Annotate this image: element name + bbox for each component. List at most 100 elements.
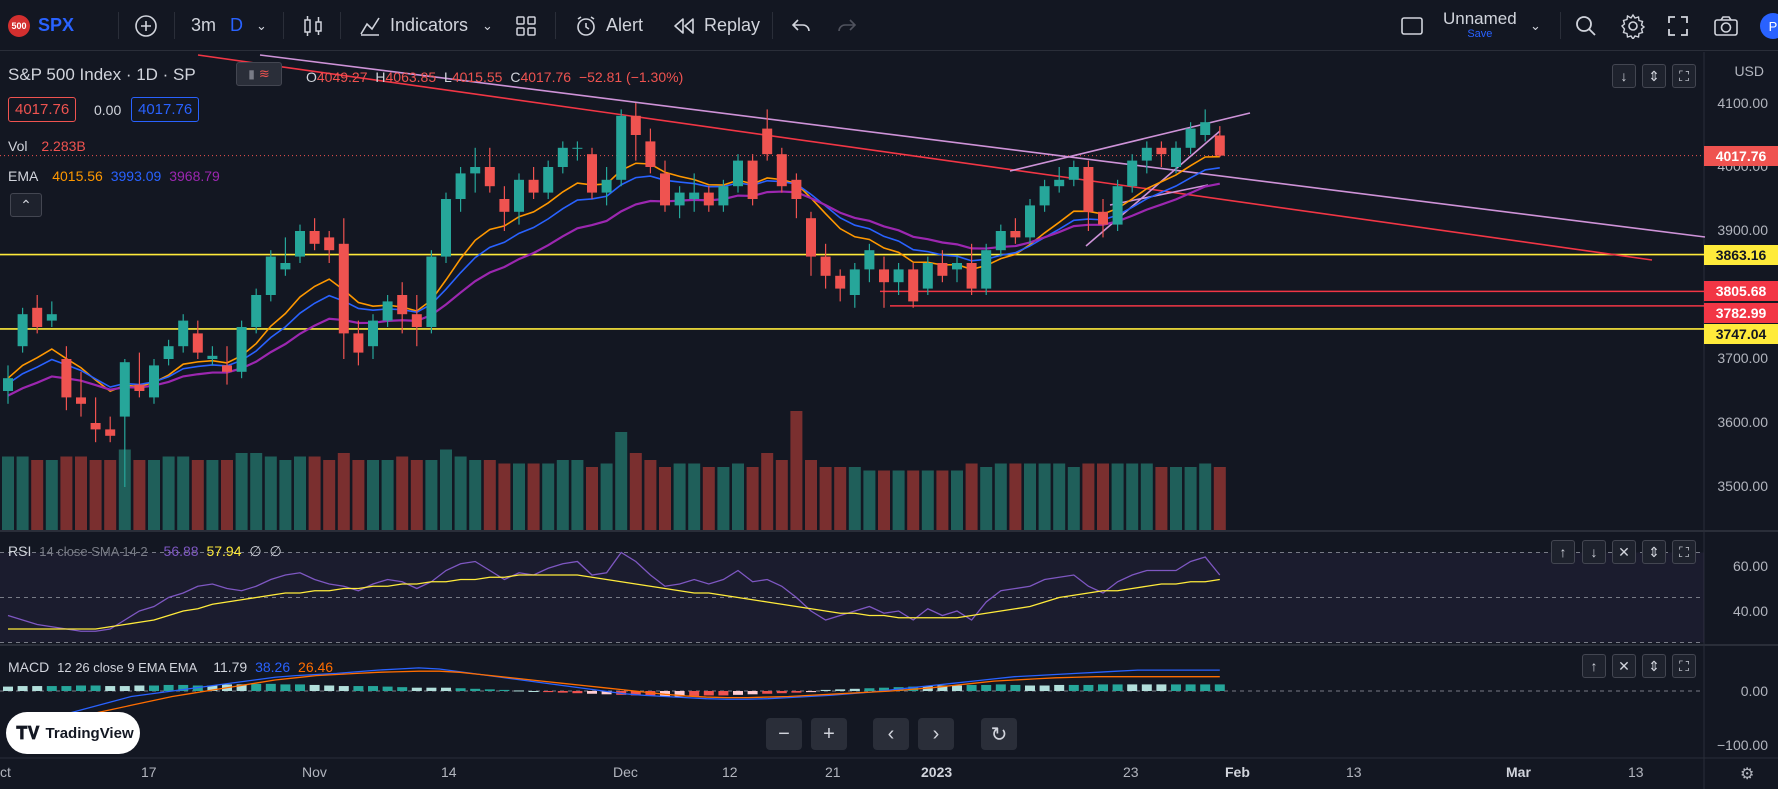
layout-select-checkbox[interactable] [1400, 0, 1424, 51]
macd-move-up-button[interactable]: ↑ [1582, 654, 1606, 678]
alarm-clock-icon [577, 15, 595, 36]
close-label: C [510, 69, 521, 85]
macd-histogram-bar [747, 691, 758, 695]
gear-icon: ⚙ [1740, 766, 1755, 783]
open-label: O [306, 69, 317, 85]
fullscreen-button[interactable] [1667, 0, 1689, 51]
macd-maximize-button[interactable]: ⛶ [1672, 654, 1696, 678]
macd-signal-value: 26.46 [298, 659, 334, 675]
candle-body [1127, 160, 1138, 187]
volume-bar [1213, 467, 1226, 530]
replay-label: Replay [704, 15, 761, 35]
chevron-right-icon: › [932, 722, 940, 745]
macd-histogram-bar [733, 691, 743, 695]
rsi-extra-1: ∅ [249, 543, 262, 559]
ema-legend[interactable]: EMA 4015.56 3993.09 3968.79 [8, 168, 224, 184]
chart-type-button[interactable] [302, 0, 324, 51]
candle-body [514, 179, 524, 212]
candle-body [674, 192, 685, 206]
macd-histogram-bar [718, 691, 729, 696]
rsi-sma-value: 57.94 [206, 543, 242, 559]
zoom-in-button[interactable]: + [811, 718, 847, 750]
chart-canvas[interactable] [0, 52, 1778, 789]
time-axis-settings-button[interactable]: ⚙ [1740, 764, 1754, 784]
settings-button[interactable] [1620, 0, 1646, 51]
candle-body [806, 218, 816, 257]
symbol-search-button[interactable]: 500 SPX [8, 0, 74, 51]
redo-button[interactable] [836, 0, 858, 51]
bid-price-box[interactable]: 4017.76 [8, 97, 77, 122]
scroll-right-button[interactable]: › [918, 718, 954, 750]
candle-body [747, 160, 758, 199]
volume-bar [483, 460, 496, 530]
pane-maximize-button[interactable]: ⛶ [1672, 64, 1696, 88]
volume-legend[interactable]: Vol 2.283B [8, 138, 90, 154]
reset-chart-button[interactable]: ↻ [981, 718, 1017, 750]
time-label: 12 [722, 764, 738, 780]
candle-body [455, 173, 466, 199]
legend-collapse-button[interactable]: ⌃ [10, 193, 42, 217]
layouts-button[interactable] [515, 0, 537, 51]
toolbar-divider [174, 12, 175, 39]
price-tick: 3900.00 [1717, 222, 1768, 238]
user-avatar[interactable]: P [1760, 13, 1778, 39]
indicators-icon [360, 17, 380, 36]
volume-bar [104, 460, 117, 530]
pane-move-down-button[interactable]: ↓ [1612, 64, 1636, 88]
macd-close-button[interactable]: ✕ [1612, 654, 1636, 678]
volume-bar [936, 470, 949, 530]
macd-histogram-bar [514, 690, 524, 692]
square-icon [1401, 16, 1423, 35]
macd-histogram-bar [119, 686, 130, 691]
macd-histogram-bar [689, 691, 700, 696]
macd-histogram-bar [32, 686, 43, 691]
volume-bar [221, 460, 233, 530]
chevron-down-icon: ⌄ [482, 17, 493, 33]
macd-histogram-bar [1156, 684, 1167, 691]
layout-name-button[interactable]: Unnamed Save [1443, 0, 1517, 51]
interval-chevron-button[interactable]: ⌄ [256, 0, 267, 51]
layout-menu-chevron[interactable]: ⌄ [1530, 0, 1541, 51]
macd-histogram-bar [1185, 684, 1196, 691]
candle-body [1025, 205, 1035, 238]
price-tick: 4100.00 [1717, 95, 1768, 111]
rsi-move-down-button[interactable]: ↓ [1582, 540, 1606, 564]
candle-body [309, 231, 320, 244]
macd-histogram-bar [1127, 684, 1138, 691]
indicators-button[interactable]: Indicators ⌄ [358, 0, 493, 51]
replay-button[interactable]: Replay [672, 0, 760, 51]
volume-bar [1184, 467, 1197, 530]
candle-body [630, 115, 641, 135]
currency-label[interactable]: USD [1734, 63, 1764, 79]
rsi-collapse-button[interactable]: ⇕ [1642, 540, 1666, 564]
symbol-title[interactable]: S&P 500 Index · 1D · SP [8, 65, 196, 84]
arrow-down-icon: ↓ [1590, 544, 1598, 560]
rsi-move-up-button[interactable]: ↑ [1551, 540, 1575, 564]
rsi-legend[interactable]: RSI 14 close SMA 14 2 56.88 57.94 ∅ ∅ [8, 543, 286, 560]
interval-dropdown[interactable]: 3m [191, 0, 216, 51]
zoom-out-button[interactable]: − [766, 718, 802, 750]
ask-price-box[interactable]: 4017.76 [131, 97, 200, 122]
pane-collapse-button[interactable]: ⇕ [1642, 64, 1666, 88]
change-value: −52.81 (−1.30%) [578, 69, 684, 85]
alert-button[interactable]: Alert [574, 0, 643, 51]
volume-bar [775, 460, 788, 530]
macd-histogram-bar [338, 686, 349, 691]
market-status-button[interactable]: ▮ ≋ [236, 62, 282, 86]
snapshot-button[interactable] [1713, 0, 1739, 51]
macd-collapse-button[interactable]: ⇕ [1642, 654, 1666, 678]
macd-histogram-bar [470, 688, 481, 691]
macd-histogram-bar [149, 685, 159, 691]
volume-bar [1111, 463, 1124, 530]
macd-legend[interactable]: MACD 12 26 close 9 EMA EMA 11.79 38.26 2… [8, 659, 337, 675]
undo-button[interactable] [790, 0, 812, 51]
tradingview-logo[interactable]: 𝐓𝐕 TradingView [6, 712, 140, 754]
compare-symbol-button[interactable] [134, 0, 158, 51]
interval-daily-button[interactable]: D [230, 0, 243, 51]
scroll-left-button[interactable]: ‹ [873, 718, 909, 750]
search-button[interactable] [1574, 0, 1598, 51]
rsi-maximize-button[interactable]: ⛶ [1672, 540, 1696, 564]
volume-bar [1126, 463, 1139, 530]
rsi-close-button[interactable]: ✕ [1612, 540, 1636, 564]
macd-params: 12 26 close 9 EMA EMA [57, 660, 198, 675]
